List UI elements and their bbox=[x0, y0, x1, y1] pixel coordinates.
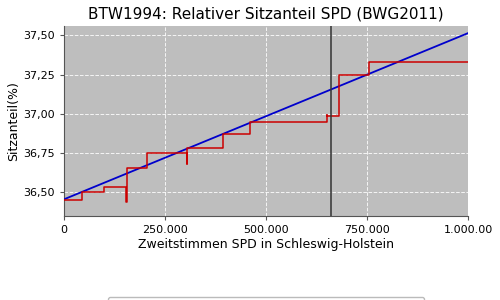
X-axis label: Zweitstimmen SPD in Schleswig-Holstein: Zweitstimmen SPD in Schleswig-Holstein bbox=[138, 238, 394, 251]
Legend: Sitzanteil real, Sitzanteil ideal, Wahlergebnis: Sitzanteil real, Sitzanteil ideal, Wahle… bbox=[108, 297, 424, 300]
Title: BTW1994: Relativer Sitzanteil SPD (BWG2011): BTW1994: Relativer Sitzanteil SPD (BWG20… bbox=[88, 7, 444, 22]
Y-axis label: Sitzanteil(%): Sitzanteil(%) bbox=[7, 81, 20, 161]
